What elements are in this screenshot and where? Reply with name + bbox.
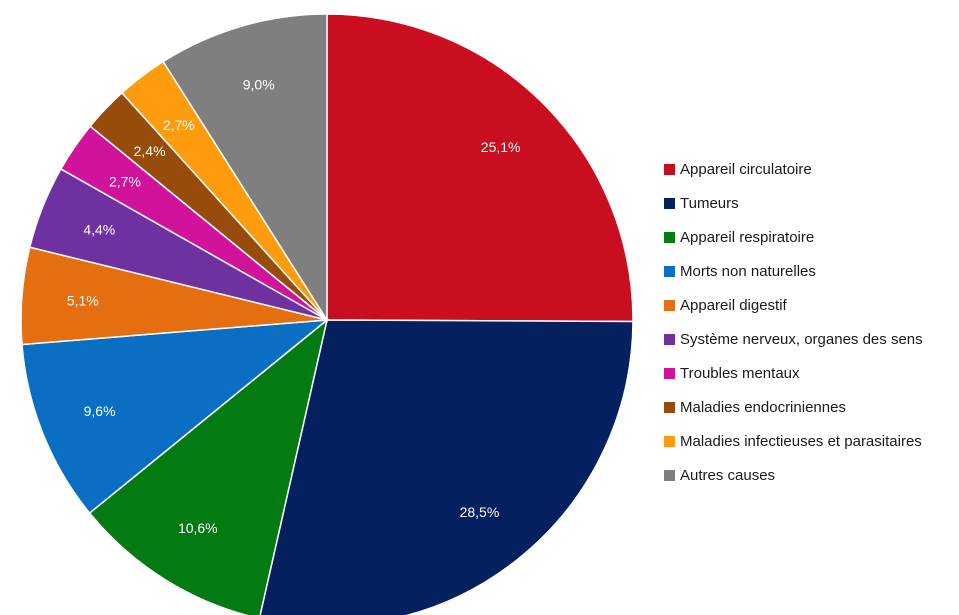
pie-slice-tumeurs <box>259 319 634 615</box>
legend-swatch <box>664 163 675 175</box>
legend-item-appareil-digestif: Appareil digestif <box>664 288 923 322</box>
legend-label: Tumeurs <box>680 194 739 212</box>
legend-label: Maladies endocriniennes <box>680 398 846 416</box>
pie-chart: 25,1% 28,5% 10,6% 9,6% 5,1% 4,4% 2,7% 2,4% 2,7% 9… <box>20 13 634 615</box>
data-label-morts-non-naturelles: 9,6% <box>84 403 116 419</box>
legend-label: Troubles mentaux <box>680 364 800 382</box>
data-label-maladies-endocriniennes: 2,4% <box>134 143 166 159</box>
legend-swatch <box>664 299 675 311</box>
legend-swatch <box>664 469 675 481</box>
legend-label: Autres causes <box>680 466 776 484</box>
data-label-autres-causes: 9,0% <box>243 77 275 93</box>
legend-label: Système nerveux, organes des sens <box>680 330 923 348</box>
pie-slice-appareil-circulatoire <box>326 13 634 323</box>
legend-swatch <box>664 333 675 345</box>
legend-item-maladies-endocriniennes: Maladies endocriniennes <box>664 390 923 424</box>
legend-label: Appareil circulatoire <box>680 160 812 178</box>
legend-label: Morts non naturelles <box>680 262 816 280</box>
legend-label: Appareil respiratoire <box>680 228 815 246</box>
pie-slice-morts-non-naturelles <box>21 319 330 515</box>
legend-swatch <box>664 367 675 379</box>
pie-slice-autres-causes <box>162 13 328 323</box>
legend-item-autres-causes: Autres causes <box>664 458 923 492</box>
legend-label: Appareil digestif <box>680 296 787 314</box>
legend-item-appareil-circulatoire: Appareil circulatoire <box>664 152 923 186</box>
legend-item-systeme-nerveux-organes-des-sens: Système nerveux, organes des sens <box>664 322 923 356</box>
data-label-appareil-respiratoire: 10,6% <box>178 520 218 536</box>
data-label-systeme-nerveux-organes-des-sens: 4,4% <box>83 222 115 238</box>
legend-item-maladies-infectieuses-et-parasitaires: Maladies infectieuses et parasitaires <box>664 424 923 458</box>
legend-swatch <box>664 265 675 277</box>
chart-legend: Appareil circulatoire Tumeurs Appareil res… <box>664 152 923 492</box>
legend-item-tumeurs: Tumeurs <box>664 186 923 220</box>
legend-label: Maladies infectieuses et parasitaires <box>680 432 922 450</box>
data-label-appareil-circulatoire: 25,1% <box>481 139 521 155</box>
data-label-tumeurs: 28,5% <box>460 504 500 520</box>
legend-swatch <box>664 231 675 243</box>
data-label-appareil-digestif: 5,1% <box>67 292 99 308</box>
legend-swatch <box>664 401 675 413</box>
legend-item-morts-non-naturelles: Morts non naturelles <box>664 254 923 288</box>
data-label-troubles-mentaux: 2,7% <box>109 173 141 189</box>
legend-item-appareil-respiratoire: Appareil respiratoire <box>664 220 923 254</box>
legend-item-troubles-mentaux: Troubles mentaux <box>664 356 923 390</box>
legend-swatch <box>664 435 675 447</box>
data-label-maladies-infectieuses-et-parasitaires: 2,7% <box>163 117 195 133</box>
legend-swatch <box>664 197 675 209</box>
